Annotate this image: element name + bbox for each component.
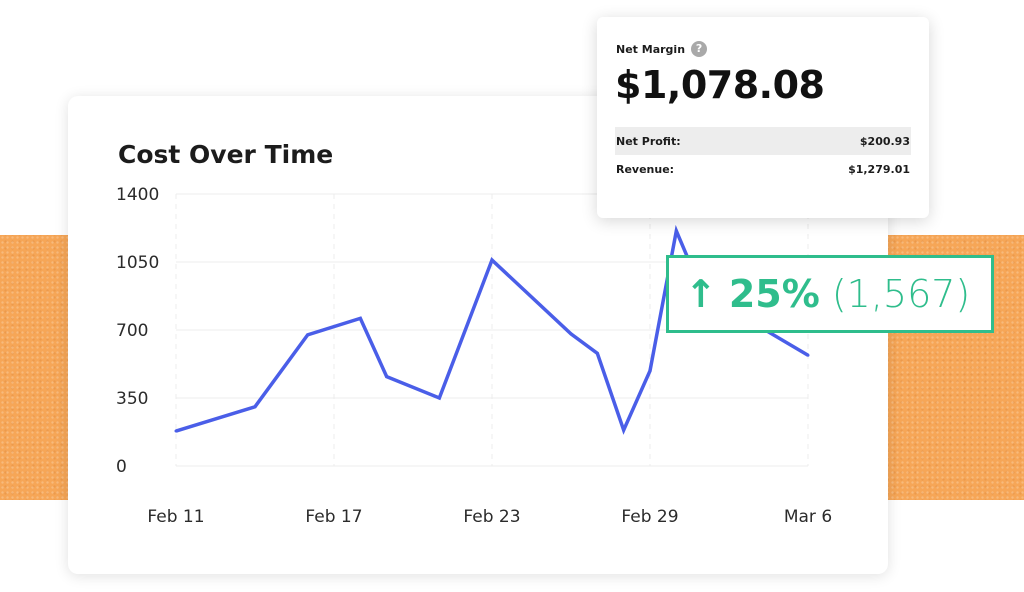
y-tick-label: 350 (116, 389, 148, 409)
cost-data-point (595, 351, 599, 355)
cost-data-point (437, 396, 441, 400)
cost-data-point (253, 405, 257, 409)
cost-data-point (674, 229, 678, 233)
revenue-label: Revenue: (616, 162, 675, 176)
x-tick-label: Mar 6 (784, 507, 832, 527)
cost-data-point (174, 429, 178, 433)
cost-data-point (569, 332, 573, 336)
net-profit-value: $200.93 (859, 134, 910, 148)
growth-badge: ↑ 25% (1,567) (666, 255, 994, 333)
cost-chart-card: Cost Over Time 1400 1050 700 350 0 Feb 11 Feb … (68, 96, 888, 574)
x-tick-label: Feb 23 (463, 507, 520, 527)
arrow-up-icon: ↑ (685, 272, 717, 316)
net-profit-row: Net Profit: $200.93 (615, 127, 911, 155)
revenue-row: Revenue: $1,279.01 (615, 155, 911, 183)
x-tick-label: Feb 17 (305, 507, 362, 527)
help-icon[interactable]: ? (691, 41, 708, 57)
cost-data-point (358, 316, 362, 320)
net-margin-label-group: Net Margin ? (616, 41, 708, 57)
growth-percent: 25% (728, 272, 820, 316)
net-margin-label: Net Margin (616, 42, 686, 56)
cost-data-point (806, 353, 810, 357)
y-tick-label: 0 (116, 457, 127, 477)
revenue-value: $1,279.01 (848, 162, 910, 176)
y-tick-label: 1050 (116, 253, 159, 273)
y-tick-label: 700 (116, 321, 148, 341)
cost-series-line (175, 224, 809, 435)
cost-data-point (648, 369, 652, 373)
net-margin-card: Net Margin ? $1,078.08 Net Profit: $200.… (597, 17, 929, 218)
chart-title: Cost Over Time (118, 140, 334, 169)
cost-data-point (490, 258, 494, 262)
growth-count: (1,567) (831, 272, 971, 316)
x-tick-label: Feb 11 (147, 507, 204, 527)
x-tick-label: Feb 29 (621, 507, 678, 527)
net-margin-value: $1,078.08 (615, 63, 825, 107)
y-tick-label: 1400 (116, 185, 159, 205)
cost-data-point (306, 333, 310, 337)
cost-line-chart: 1400 1050 700 350 0 Feb 11 Feb 17 Feb 23 Feb 29 M… (116, 185, 832, 527)
net-profit-label: Net Profit: (616, 134, 681, 148)
cost-data-point (622, 428, 626, 432)
cost-data-point (385, 375, 389, 379)
